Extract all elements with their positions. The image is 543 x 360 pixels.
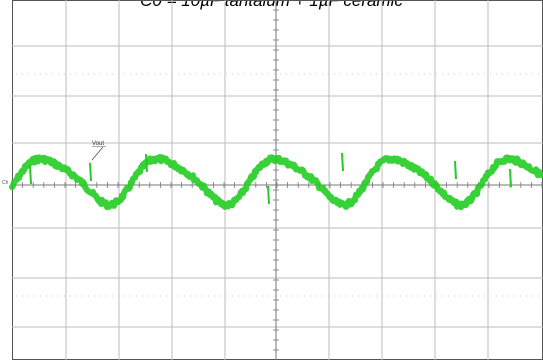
waveform-spike-4 (267, 185, 270, 205)
waveform-spike-2 (89, 162, 92, 182)
trace-labels: Vout Ch (2, 141, 106, 186)
waveform-spike-1 (29, 165, 32, 185)
grid (12, 0, 543, 360)
waveform-spike-3 (145, 153, 148, 173)
vout-waveform (9, 154, 543, 211)
waveform-spike-7 (509, 168, 512, 188)
waveform-spike-6 (454, 160, 457, 180)
vout-label-leader (91, 146, 104, 161)
waveform-spike-5 (341, 152, 344, 172)
trace (9, 152, 543, 211)
vout-label: Vout (92, 141, 104, 147)
page-title: C0 = 10µF tantalum + 1µF ceramic (140, 0, 403, 10)
ground-marker: Ch (2, 180, 9, 186)
